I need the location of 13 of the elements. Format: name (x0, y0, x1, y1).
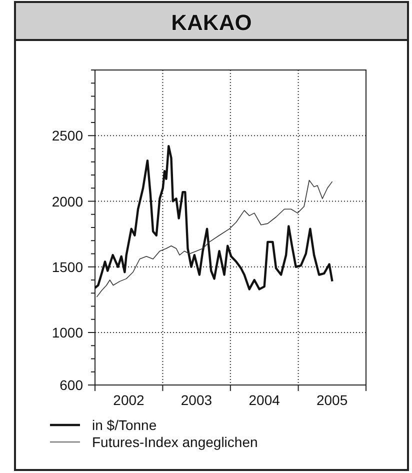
legend-label: Futures-Index angeglichen (92, 434, 258, 450)
x-tick-label: 2005 (316, 392, 348, 408)
legend-label: in $/Tonne (92, 417, 157, 433)
x-tick-label: 2002 (113, 392, 145, 408)
line-series (94, 145, 334, 290)
y-tick-label: 600 (60, 377, 84, 393)
x-tick-label: 2004 (248, 392, 280, 408)
y-tick-label: 1000 (52, 324, 84, 340)
x-tick-label: 2003 (180, 392, 212, 408)
chart-title: KAKAO (171, 10, 252, 35)
y-tick-label: 2500 (52, 128, 84, 144)
y-tick-label: 2000 (52, 193, 84, 210)
y-tick-label: 1500 (52, 258, 84, 275)
